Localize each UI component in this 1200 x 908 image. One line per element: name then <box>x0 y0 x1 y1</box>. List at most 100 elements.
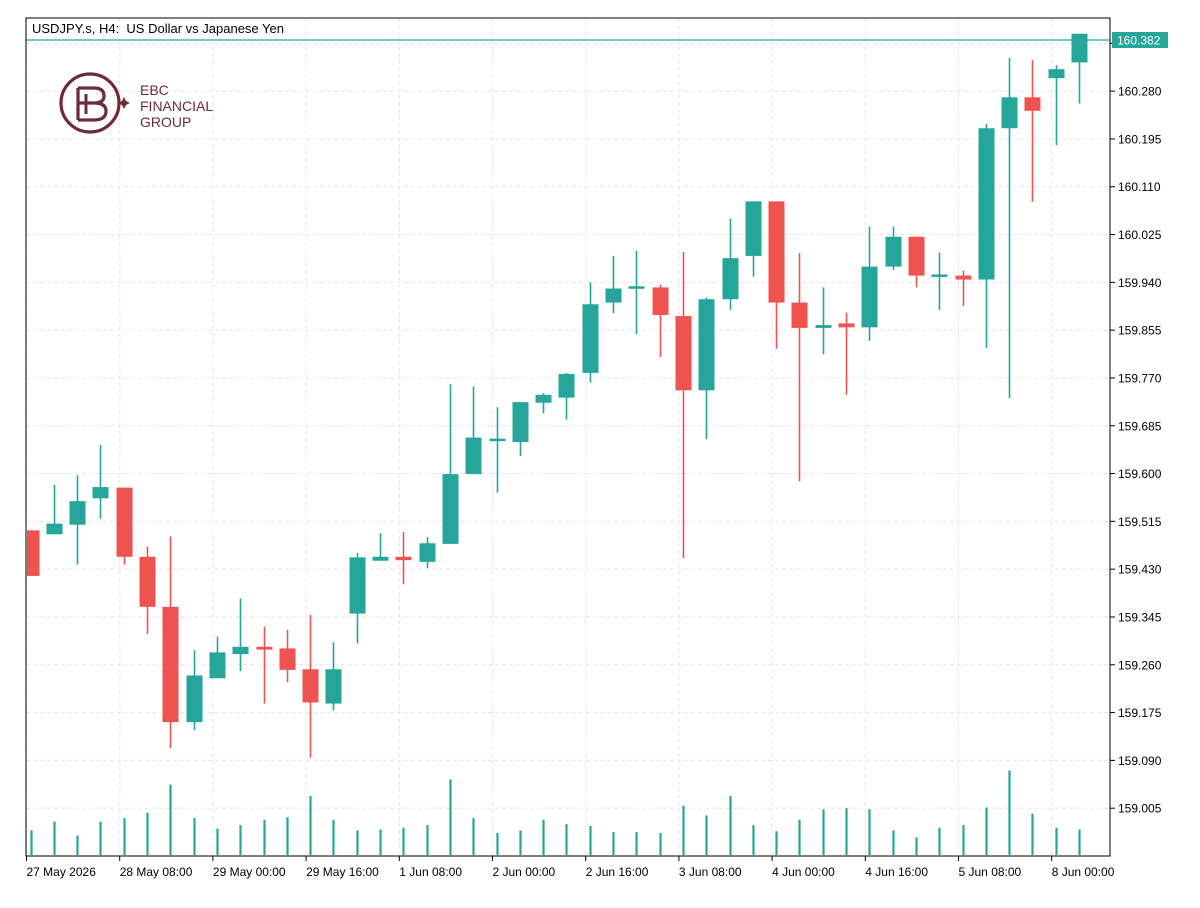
candle <box>535 393 552 414</box>
candle-body <box>722 258 739 300</box>
candle <box>768 201 785 349</box>
x-tick-label: 2 Jun 16:00 <box>586 865 649 879</box>
time-axis: 27 May 2026 28 May 08:00 29 May 00:00 29 Ma… <box>26 856 1115 879</box>
y-tick-label: 159.855 <box>1118 324 1162 338</box>
y-tick-label: 160.195 <box>1118 132 1162 146</box>
candle <box>605 255 622 314</box>
candle-body <box>489 438 506 442</box>
candle-body <box>325 669 342 704</box>
candle <box>465 386 482 475</box>
candle-body <box>605 288 622 303</box>
symbol-description: US Dollar vs Japanese Yen <box>126 21 284 36</box>
chart-title: USDJPY.s, H4: US Dollar vs Japanese Yen <box>32 21 284 36</box>
candle <box>745 201 762 277</box>
candle-body <box>978 128 995 280</box>
candle <box>489 407 506 493</box>
candle-body <box>768 201 785 303</box>
candle-body <box>232 646 249 655</box>
y-tick-label: 159.940 <box>1118 276 1162 290</box>
candle <box>1048 65 1065 146</box>
x-tick-label: 28 May 08:00 <box>120 865 193 879</box>
candle <box>558 372 575 420</box>
volume-bars <box>30 770 1081 855</box>
candle <box>861 226 878 341</box>
candle-body <box>535 394 552 403</box>
y-tick-label: 159.090 <box>1118 754 1162 768</box>
candle <box>1071 33 1088 104</box>
candle <box>186 650 203 731</box>
candle-body <box>1071 33 1088 63</box>
candle-body <box>46 523 63 535</box>
logo-text-financial: FINANCIAL <box>140 98 214 114</box>
candle <box>46 484 63 535</box>
x-tick-label: 3 Jun 08:00 <box>679 865 742 879</box>
x-tick-label: 29 May 00:00 <box>213 865 286 879</box>
candle <box>209 636 226 679</box>
y-tick-label: 159.685 <box>1118 419 1162 433</box>
candle <box>27 530 40 576</box>
candle-body <box>69 501 86 525</box>
y-tick-label: 159.260 <box>1118 658 1162 672</box>
logo-text-group: GROUP <box>140 114 192 130</box>
x-tick-label: 27 May 2026 <box>27 865 97 879</box>
candle-body <box>745 201 762 256</box>
x-tick-label: 29 May 16:00 <box>306 865 379 879</box>
candle <box>628 250 645 335</box>
x-tick-label: 1 Jun 08:00 <box>399 865 462 879</box>
y-tick-label: 160.280 <box>1118 85 1162 99</box>
candle-body <box>698 299 715 391</box>
y-tick-label: 159.005 <box>1118 802 1162 816</box>
x-tick-label: 4 Jun 00:00 <box>772 865 835 879</box>
y-tick-label: 159.345 <box>1118 610 1162 624</box>
candle <box>978 123 995 349</box>
candle <box>791 253 808 482</box>
candle <box>931 252 948 310</box>
candle-body <box>465 437 482 475</box>
candle <box>1001 57 1018 399</box>
candle <box>442 384 459 544</box>
candle-body <box>279 648 296 670</box>
candle <box>512 402 529 457</box>
x-tick-label: 5 Jun 08:00 <box>959 865 1022 879</box>
candle <box>838 312 855 395</box>
candle-body <box>931 274 948 277</box>
candle-body <box>419 543 436 562</box>
candle <box>349 552 366 644</box>
candle-body <box>558 374 575 398</box>
candle <box>1024 60 1041 202</box>
y-tick-label: 160.025 <box>1118 228 1162 242</box>
y-tick-label: 159.600 <box>1118 467 1162 481</box>
x-tick-label: 8 Jun 00:00 <box>1052 865 1115 879</box>
candle <box>116 487 133 565</box>
candle-body <box>955 275 972 280</box>
candle-body <box>1024 97 1041 111</box>
svg-text:160.382: 160.382 <box>1117 34 1161 48</box>
current-price-label: 160.382 <box>1112 32 1168 48</box>
candle <box>69 475 86 565</box>
candles <box>27 33 1088 758</box>
candle-body <box>815 325 832 328</box>
candle-body <box>1001 97 1018 129</box>
candle-body <box>302 669 319 703</box>
candle-body <box>186 675 203 723</box>
y-tick-label: 159.770 <box>1118 371 1162 385</box>
y-tick-label: 159.515 <box>1118 515 1162 529</box>
x-tick-label: 2 Jun 00:00 <box>493 865 556 879</box>
x-tick-label: 4 Jun 16:00 <box>865 865 928 879</box>
candle <box>582 282 599 383</box>
candle-body <box>628 286 645 289</box>
candle-body <box>162 606 179 723</box>
y-tick-label: 160.110 <box>1118 180 1161 194</box>
candle <box>325 642 342 711</box>
candle-body <box>838 323 855 328</box>
logo-text-ebc: EBC <box>140 82 169 98</box>
candle <box>885 226 902 270</box>
candle-body <box>652 287 669 315</box>
candle <box>279 629 296 683</box>
candle-body <box>442 474 459 544</box>
candle <box>652 284 669 358</box>
candle <box>722 218 739 310</box>
ebc-emblem-icon <box>59 72 130 134</box>
